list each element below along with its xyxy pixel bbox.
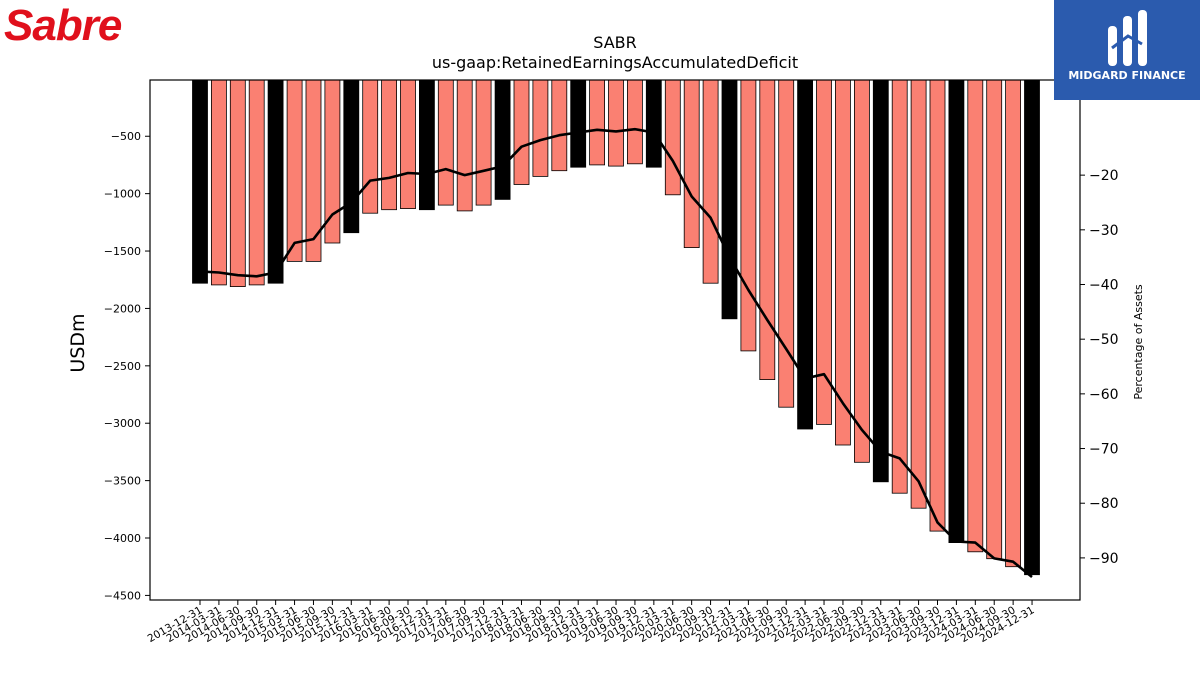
bar-2024-06-30 (986, 79, 1003, 560)
bar-2024-03-31 (967, 79, 984, 553)
bar-2017-03-31 (437, 79, 454, 206)
y2-tick-label: −50 (1089, 332, 1119, 348)
bar-2019-09-30 (627, 79, 643, 165)
y-axis-label: USDm (67, 313, 89, 372)
y2-tick-label: −80 (1089, 496, 1119, 512)
bar-2022-09-30 (854, 79, 870, 463)
bar-2023-06-30 (910, 79, 927, 509)
percentage-of-assets-line (199, 127, 1033, 579)
bar-2020-12-31 (721, 79, 738, 320)
midgard-emblem-icon (1108, 10, 1147, 66)
bar-2013-12-31 (192, 79, 208, 284)
bar-2022-12-31 (872, 79, 889, 483)
bar-2014-12-31 (267, 79, 284, 284)
bar-2020-09-30 (702, 79, 719, 284)
y-tick-label: −1500 (104, 245, 141, 258)
plot-frame (149, 79, 1081, 601)
bar-2019-12-31 (645, 79, 662, 168)
y-tick-label: −4500 (104, 589, 141, 602)
y-tick-label: −2500 (104, 360, 141, 373)
sponsor-name: MIDGARD FINANCE (1068, 69, 1186, 82)
y-tick-label: −4000 (104, 532, 141, 545)
y-tick-label: −3000 (104, 417, 141, 430)
bar-2014-03-31 (210, 79, 227, 286)
bar-2019-06-30 (608, 79, 624, 167)
y2-tick-label: −70 (1089, 442, 1119, 458)
bar-2018-09-30 (551, 79, 568, 172)
bar-2021-06-30 (759, 79, 776, 381)
y-tick-label: −2000 (104, 302, 141, 315)
y2-tick-label: −40 (1089, 278, 1119, 294)
y2-tick-label: −20 (1089, 168, 1119, 184)
y-axis: −500 −1000 −1500 −2000 −2500 −3000 −3500 −4000 −… (104, 130, 150, 602)
bar-2016-09-30 (400, 79, 416, 210)
y2-axis-label: Percentage of Assets (1132, 284, 1145, 400)
midgard-finance-logo: MIDGARD FINANCE (1054, 0, 1200, 100)
bar-2017-06-30 (456, 79, 473, 212)
bar-2020-06-30 (683, 79, 700, 249)
bar-2014-09-30 (248, 79, 265, 286)
bar-2017-09-30 (475, 79, 492, 206)
bar-2016-06-30 (381, 79, 398, 211)
bar-2015-12-31 (343, 79, 360, 234)
bar-2020-03-31 (664, 79, 681, 196)
bar-2016-12-31 (418, 79, 435, 211)
sabre-wordmark: Sabre (4, 1, 122, 50)
bar-2023-12-31 (948, 79, 965, 544)
sabre-logo: Sabre (4, 2, 169, 50)
y2-tick-label: −60 (1089, 387, 1119, 403)
chart-title: SABR (593, 33, 637, 52)
bar-2023-03-31 (891, 79, 908, 494)
bar-2015-03-31 (286, 79, 303, 262)
bar-2022-06-30 (835, 79, 851, 446)
bar-2022-03-31 (816, 79, 832, 425)
bar-2017-12-31 (494, 79, 511, 200)
bar-2014-06-30 (229, 79, 246, 288)
bar-2024-12-31 (1024, 79, 1040, 576)
bar-2018-06-30 (532, 79, 549, 177)
line-layer (199, 127, 1033, 579)
y-tick-label: −1000 (104, 188, 141, 201)
bar-2015-09-30 (324, 79, 341, 244)
bar-2023-09-30 (929, 79, 946, 532)
x-axis: 2013-12-312014-03-312014-06-302014-09-30… (146, 600, 1037, 645)
bar-2024-09-30 (1005, 79, 1021, 568)
bar-2018-12-31 (570, 79, 587, 168)
y-tick-label: −500 (111, 130, 141, 143)
bar-2021-03-31 (740, 79, 757, 352)
bar-2018-03-31 (513, 79, 530, 185)
y2-tick-label: −90 (1089, 551, 1119, 567)
y2-axis: −20 −30 −40 −50 −60 −70 −80 −90 (1080, 168, 1119, 567)
bars (192, 79, 1040, 576)
chart-subtitle: us-gaap:RetainedEarningsAccumulatedDefic… (432, 53, 798, 72)
bar-2019-03-31 (589, 79, 605, 166)
y-tick-label: −3500 (104, 475, 141, 488)
y2-tick-label: −30 (1089, 223, 1119, 239)
bar-2016-03-31 (362, 79, 379, 214)
